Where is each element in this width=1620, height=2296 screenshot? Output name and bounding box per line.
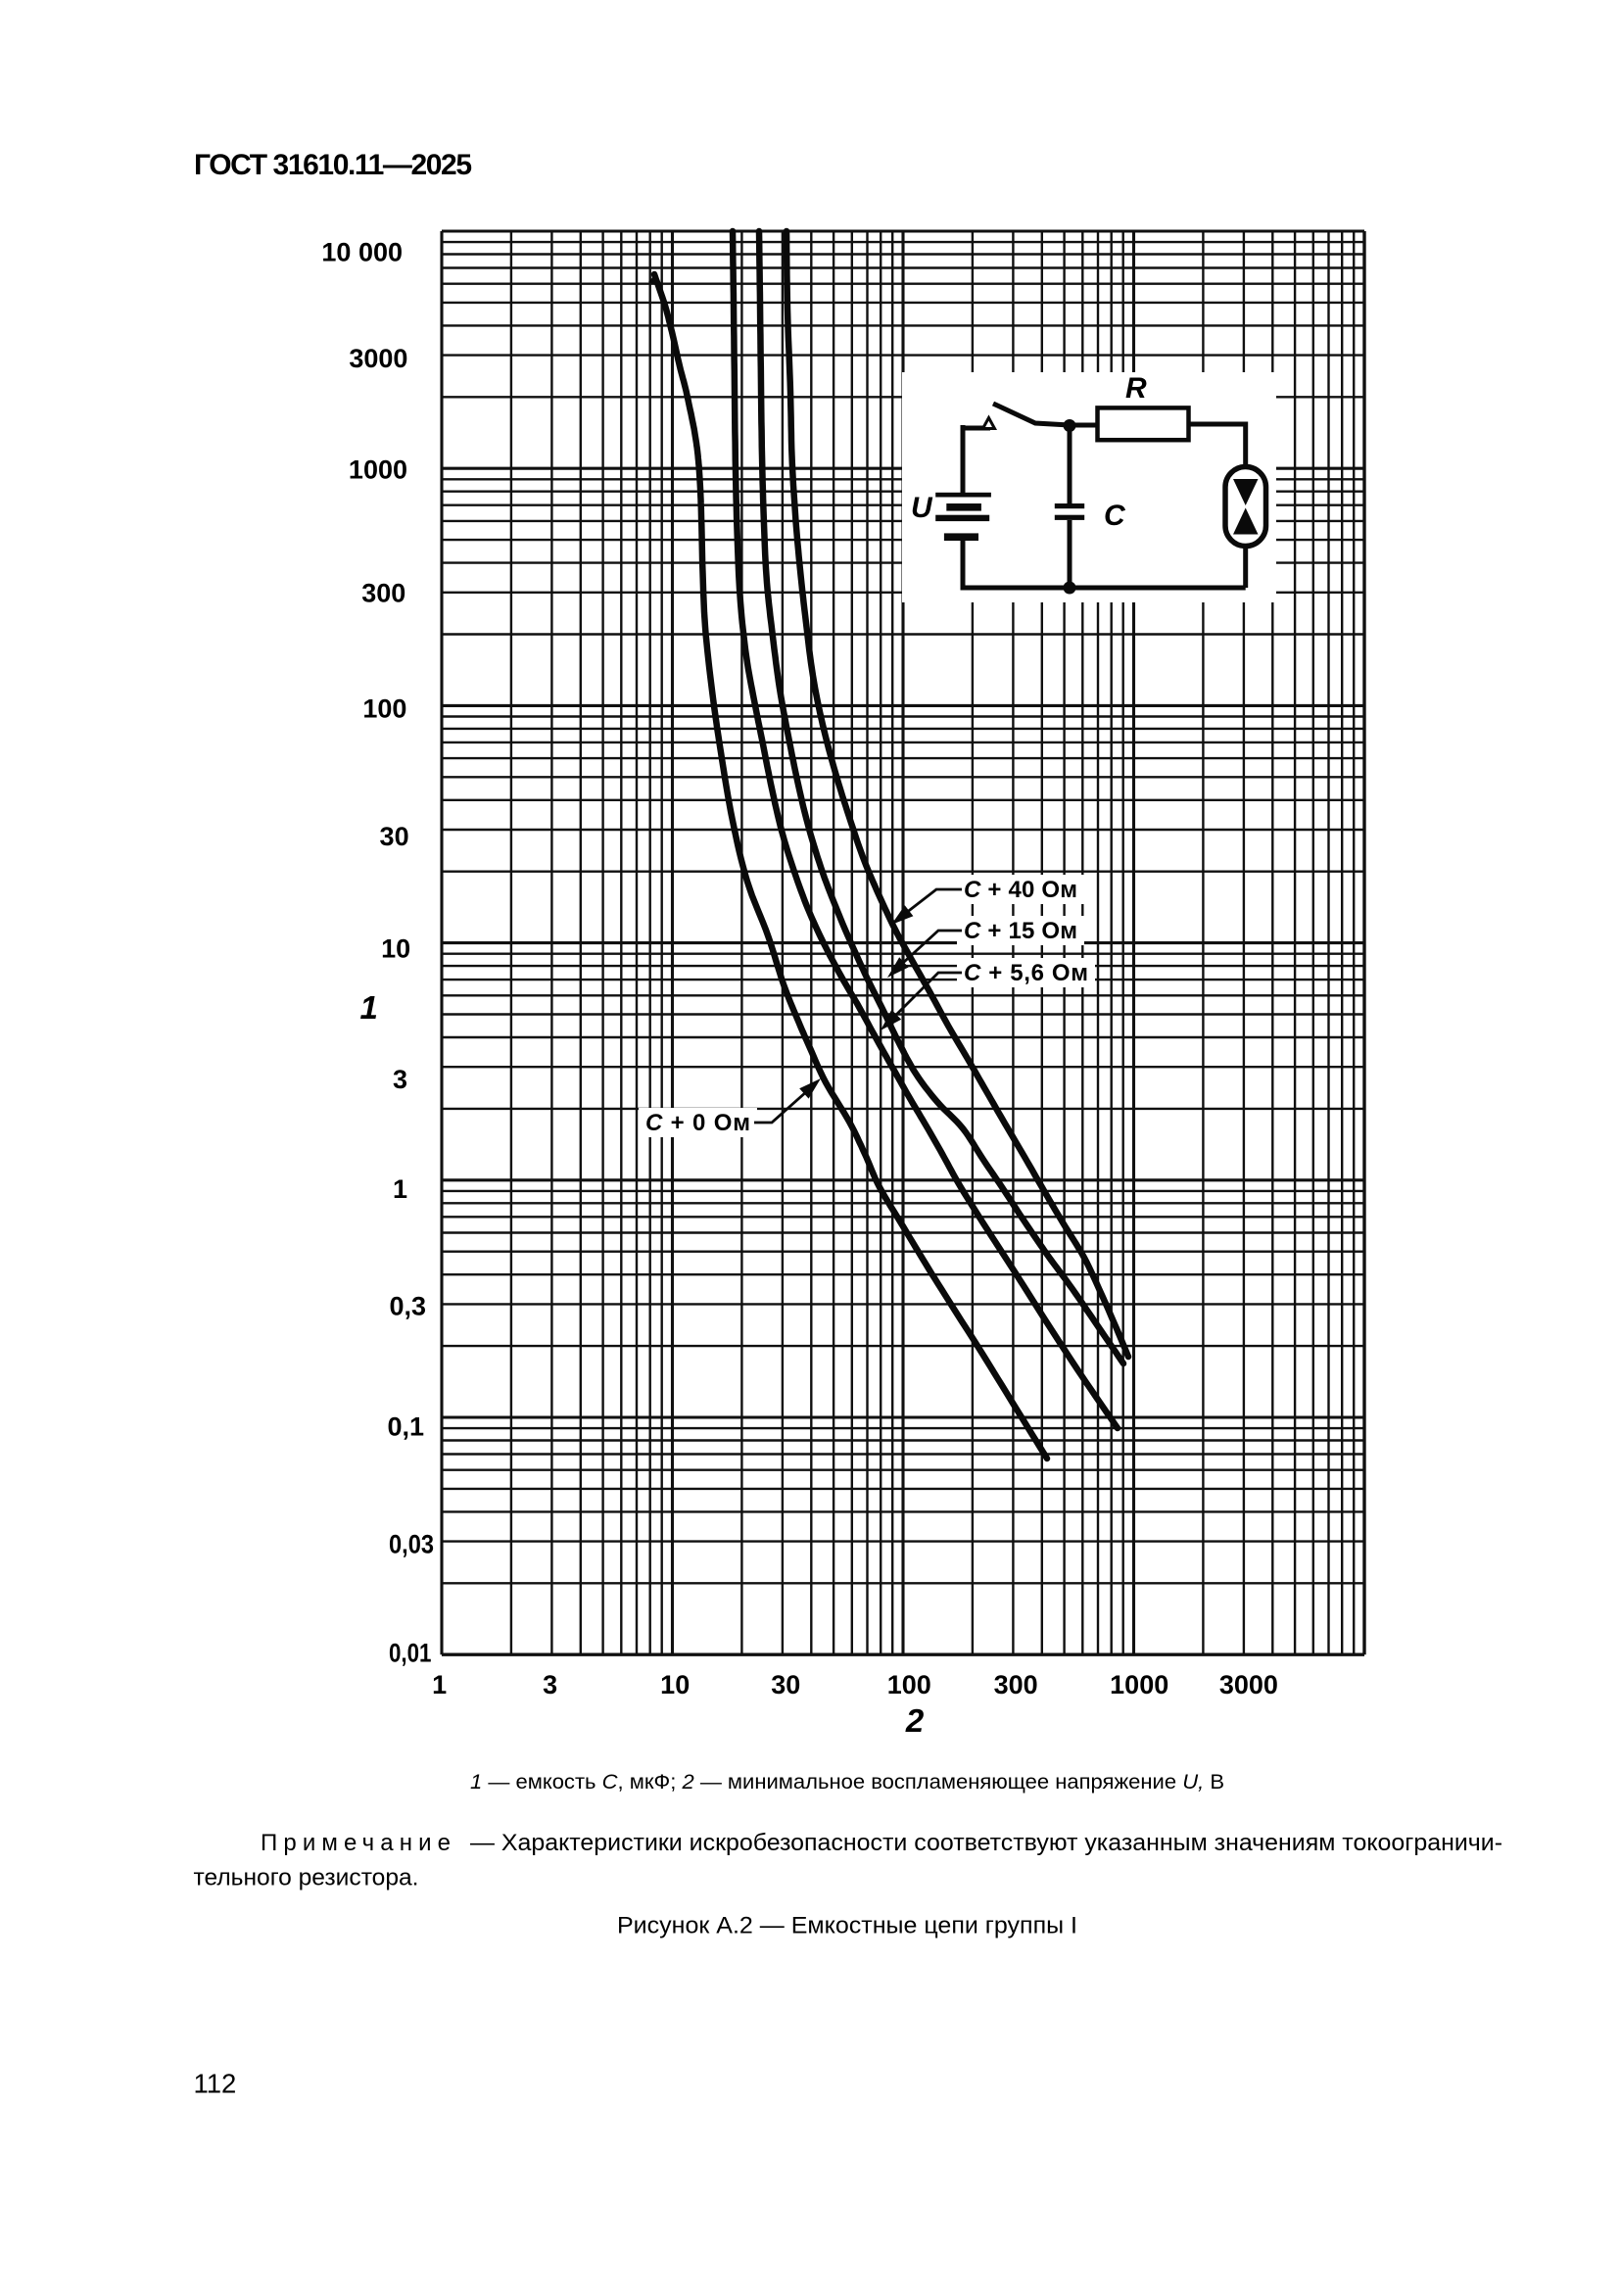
svg-text:30: 30 bbox=[771, 1670, 800, 1699]
svg-text:U: U bbox=[911, 492, 933, 524]
svg-text:3000: 3000 bbox=[1219, 1670, 1278, 1699]
svg-text:0,01: 0,01 bbox=[389, 1639, 432, 1668]
svg-text:C + 0 Ом: C + 0 Ом bbox=[645, 1110, 750, 1136]
svg-text:10: 10 bbox=[660, 1670, 690, 1699]
svg-text:10 000: 10 000 bbox=[321, 238, 403, 267]
svg-text:R: R bbox=[1125, 372, 1147, 405]
svg-text:1000: 1000 bbox=[1110, 1670, 1168, 1699]
svg-text:1 — емкость С, мкФ; 2 — минима: 1 — емкость С, мкФ; 2 — минимальное восп… bbox=[470, 1771, 1224, 1794]
svg-text:C: C bbox=[1104, 500, 1126, 532]
svg-text:2: 2 bbox=[905, 1702, 925, 1739]
svg-text:30: 30 bbox=[380, 822, 409, 851]
svg-text:100: 100 bbox=[887, 1670, 931, 1699]
svg-text:Примечание: Примечание bbox=[261, 1830, 457, 1856]
svg-text:C + 5,6 Ом: C + 5,6 Ом bbox=[964, 960, 1088, 986]
svg-text:ГОСТ 31610.11—2025: ГОСТ 31610.11—2025 bbox=[194, 149, 472, 181]
svg-text:300: 300 bbox=[994, 1670, 1038, 1699]
svg-text:1000: 1000 bbox=[349, 455, 407, 485]
svg-text:1: 1 bbox=[360, 989, 378, 1026]
svg-text:Рисунок А.2 — Емкостные цепи г: Рисунок А.2 — Емкостные цепи группы I bbox=[617, 1913, 1077, 1939]
svg-text:0,3: 0,3 bbox=[389, 1292, 426, 1321]
svg-text:1: 1 bbox=[393, 1174, 407, 1204]
svg-text:0,03: 0,03 bbox=[389, 1530, 434, 1559]
svg-text:100: 100 bbox=[362, 694, 406, 723]
svg-text:3: 3 bbox=[393, 1065, 407, 1094]
svg-text:C + 40 Ом: C + 40 Ом bbox=[964, 877, 1077, 903]
svg-text:3: 3 bbox=[543, 1670, 557, 1699]
svg-text:112: 112 bbox=[194, 2069, 237, 2099]
svg-text:C + 15 Ом: C + 15 Ом bbox=[964, 918, 1077, 944]
svg-text:1: 1 bbox=[432, 1670, 447, 1699]
svg-text:300: 300 bbox=[361, 579, 405, 608]
svg-text:10: 10 bbox=[381, 933, 410, 963]
svg-text:0,1: 0,1 bbox=[387, 1412, 424, 1442]
svg-text:3000: 3000 bbox=[349, 344, 407, 373]
svg-text:— Характеристики искробезопасн: — Характеристики искробезопасности соотв… bbox=[470, 1830, 1502, 1856]
svg-text:тельного резистора.: тельного резистора. bbox=[194, 1865, 419, 1891]
